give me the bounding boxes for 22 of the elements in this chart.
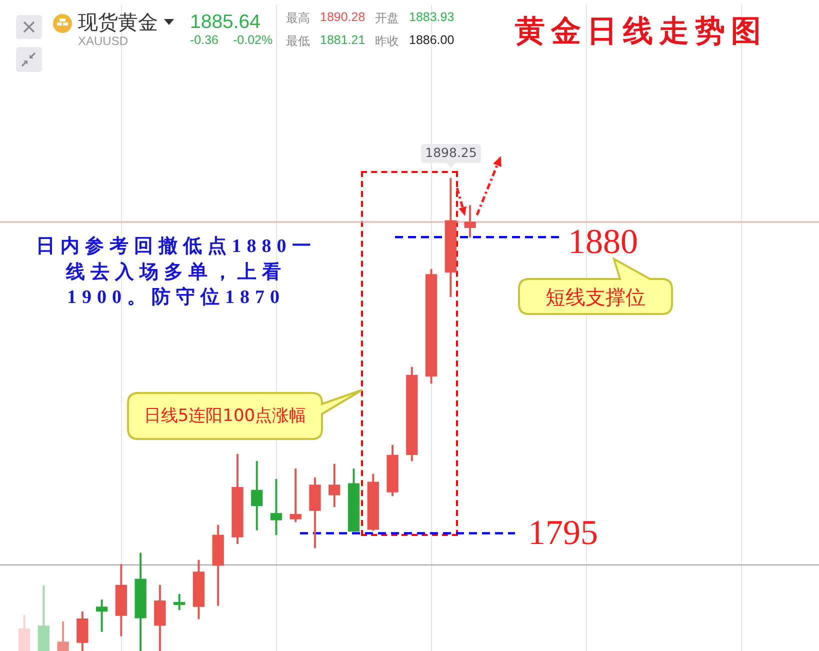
text: XAUUSD: [78, 34, 128, 48]
chart-title: 黄金日线走势图: [515, 15, 767, 48]
text: 昨收: [375, 34, 399, 48]
annotation: 日线5连阳100点涨幅: [142, 404, 308, 428]
annotation: 日内参考回撤低点1880一线去入场多单，上看1900。防守位1870: [34, 234, 318, 310]
text: -0.02%: [233, 33, 273, 47]
text: 最低: [286, 34, 310, 48]
candlestick: [290, 468, 302, 522]
text: 1898.25: [421, 144, 481, 163]
text: 开盘: [375, 11, 399, 25]
text: 1885.64: [190, 10, 260, 32]
text: 1886.00: [409, 33, 454, 48]
annotation: 短线支撑位: [544, 284, 646, 310]
text: -0.36: [190, 33, 218, 47]
text: 现货黄金: [78, 10, 158, 34]
speech-bubble: 日线5连阳100点涨幅: [126, 388, 364, 441]
text: 1890.28: [320, 10, 366, 24]
text: 最高: [286, 11, 310, 25]
text: 1881.21: [320, 33, 366, 48]
speech-bubble: 短线支撑位: [517, 257, 674, 316]
annotation: 1795: [528, 513, 598, 552]
text: 1883.93: [409, 10, 454, 24]
